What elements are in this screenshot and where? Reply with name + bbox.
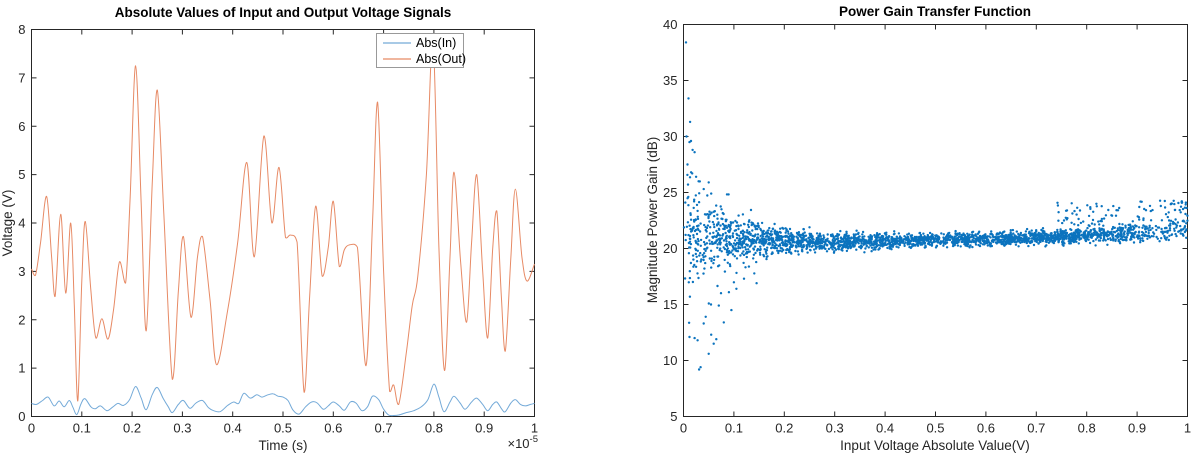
x-tick-label: 0.7 [375,421,393,436]
y-tick-label: 5 [670,409,677,424]
legend: Abs(In) Abs(Out) [376,33,466,68]
x-tick-label: 1 [1184,421,1191,436]
x-tick-label: 0 [28,421,35,436]
y-tick-label: 8 [18,22,25,37]
y-tick-label: 35 [663,73,677,88]
legend-label-abs-in: Abs(In) [416,36,456,50]
power-gain-scatter-points [682,41,1189,371]
left-xaxis-multiplier: ×10-5 [507,434,538,451]
power-gain-chart: 0 0.1 0.2 0.3 0.4 0.5 0.6 0.7 0.8 0.9 151015202530… [645,4,1191,453]
x-tick-label: 0.7 [1027,421,1045,436]
x-tick-label: 0.1 [725,421,743,436]
left-xaxis-label: Time (s) [259,438,308,453]
y-tick-label: 4 [18,216,25,231]
x-tick-label: 0.4 [876,421,894,436]
y-tick-label: 2 [18,312,25,327]
x-tick-label: 0.6 [324,421,342,436]
left-series-lines [31,36,535,417]
x-tick-label: 0.1 [73,421,91,436]
right-axes: 0 0.1 0.2 0.3 0.4 0.5 0.6 0.7 0.8 0.9 151015202530… [663,17,1191,436]
legend-box [376,33,464,68]
y-tick-label: 20 [663,241,677,256]
series-abs-in- [31,383,535,417]
legend-label-abs-out: Abs(Out) [416,52,466,66]
left-axes: 0 0.1 0.2 0.3 0.4 0.5 0.6 0.7 0.8 0.9 1 0 1 2 3 4 5 6 7 8 [18,22,538,436]
right-yaxis-label: Magnitude Power Gain (dB) [645,137,660,304]
x-tick-label: 0.8 [1078,421,1096,436]
voltage-signals-chart: 0 0.1 0.2 0.3 0.4 0.5 0.6 0.7 0.8 0.9 1 0 1 2 3 4 5 6 7 8 A… [0,5,538,453]
x-tick-label: 1 [531,421,538,436]
x-tick-label: 0.2 [123,421,141,436]
x-tick-label: 0.8 [425,421,443,436]
right-xaxis-label: Input Voltage Absolute Value(V) [840,438,1030,453]
y-tick-label: 0 [18,409,25,424]
y-tick-label: 1 [18,361,25,376]
y-tick-label: 6 [18,119,25,134]
x-tick-label: 0.3 [173,421,191,436]
y-tick-label: 25 [663,185,677,200]
y-tick-label: 15 [663,297,677,312]
x-tick-label: 0.5 [926,421,944,436]
y-tick-label: 5 [18,167,25,182]
x-tick-label: 0.9 [475,421,493,436]
y-tick-label: 10 [663,353,677,368]
x-tick-label: 0.9 [1128,421,1146,436]
left-yaxis-label: Voltage (V) [0,190,15,257]
y-tick-label: 3 [18,264,25,279]
series-abs-out- [31,36,535,405]
x-tick-label: 0.3 [826,421,844,436]
x-tick-label: 0.5 [274,421,292,436]
x-tick-label: 0.4 [224,421,242,436]
right-chart-title: Power Gain Transfer Function [839,4,1031,19]
y-tick-label: 7 [18,70,25,85]
y-tick-label: 40 [663,17,677,32]
x-tick-label: 0.2 [775,421,793,436]
x-tick-label: 0.6 [977,421,995,436]
x-tick-label: 0 [680,421,687,436]
left-chart-title: Absolute Values of Input and Output Volt… [115,5,452,20]
y-tick-label: 30 [663,129,677,144]
